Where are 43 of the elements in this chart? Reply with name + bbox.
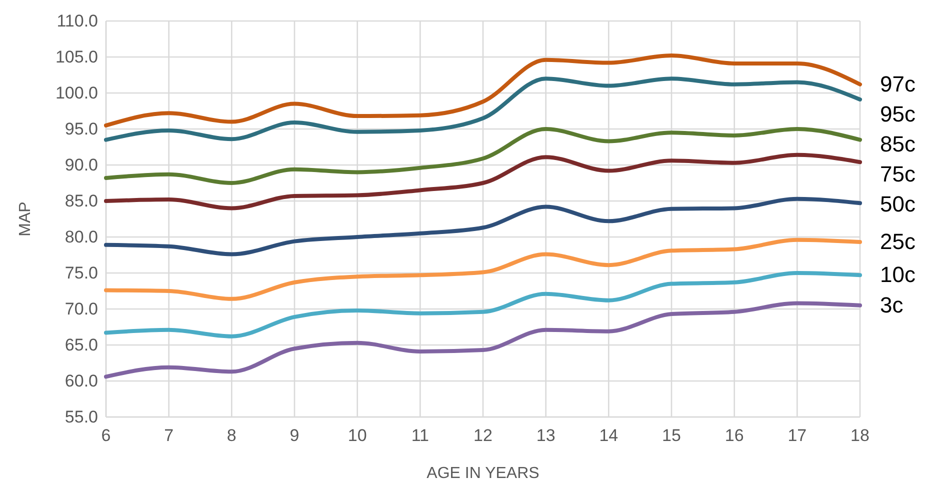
y-tick-label: 110.0 [56, 11, 98, 30]
series-label: 25c [880, 229, 916, 254]
x-tick-label: 15 [662, 426, 681, 446]
y-tick-label: 90.0 [64, 155, 98, 174]
y-axis-title: MAP [17, 202, 34, 236]
x-tick-label: 16 [724, 426, 744, 446]
y-tick-label: 95.0 [64, 119, 98, 138]
x-tick-label: 18 [850, 426, 870, 446]
line-series [104, 76, 862, 142]
x-tick-label: 11 [411, 426, 429, 446]
line-series [104, 238, 862, 301]
series-label: 97c [880, 71, 916, 96]
y-tick-label: 85.0 [64, 191, 98, 210]
line-series [104, 301, 862, 379]
series-label: 10c [880, 262, 916, 288]
x-tick-label: 9 [290, 426, 300, 446]
x-tick-label: 6 [101, 426, 111, 446]
x-axis-title: AGE IN YEARS [426, 465, 540, 482]
line-series [104, 152, 862, 210]
line-series [104, 54, 862, 128]
line-series [104, 271, 862, 338]
x-tick-label: 17 [788, 426, 807, 446]
x-tick-label: 10 [348, 426, 367, 446]
series-label: 50c [880, 191, 916, 216]
series-label: 3c [880, 292, 904, 318]
y-tick-label: 55.0 [64, 407, 98, 426]
x-tick-label: 8 [226, 426, 236, 446]
x-tick-label: 13 [536, 426, 556, 446]
y-tick-label: 70.0 [64, 299, 98, 318]
y-tick-label: 80.0 [64, 227, 98, 246]
y-tick-label: 60.0 [64, 371, 98, 390]
y-tick-label: 105.0 [55, 47, 98, 66]
x-tick-label: 7 [164, 426, 174, 446]
y-tick-label: 65.0 [64, 335, 98, 354]
y-tick-label: 75.0 [64, 263, 98, 282]
x-tick-label: 12 [474, 426, 492, 446]
x-tick-label: 14 [599, 426, 618, 446]
line-series [104, 196, 862, 256]
y-tick-label: 100.0 [55, 83, 98, 102]
series-label: 75c [880, 161, 916, 186]
line-series [104, 127, 862, 185]
series-label: 85c [880, 131, 916, 156]
series-label: 95c [880, 101, 916, 126]
